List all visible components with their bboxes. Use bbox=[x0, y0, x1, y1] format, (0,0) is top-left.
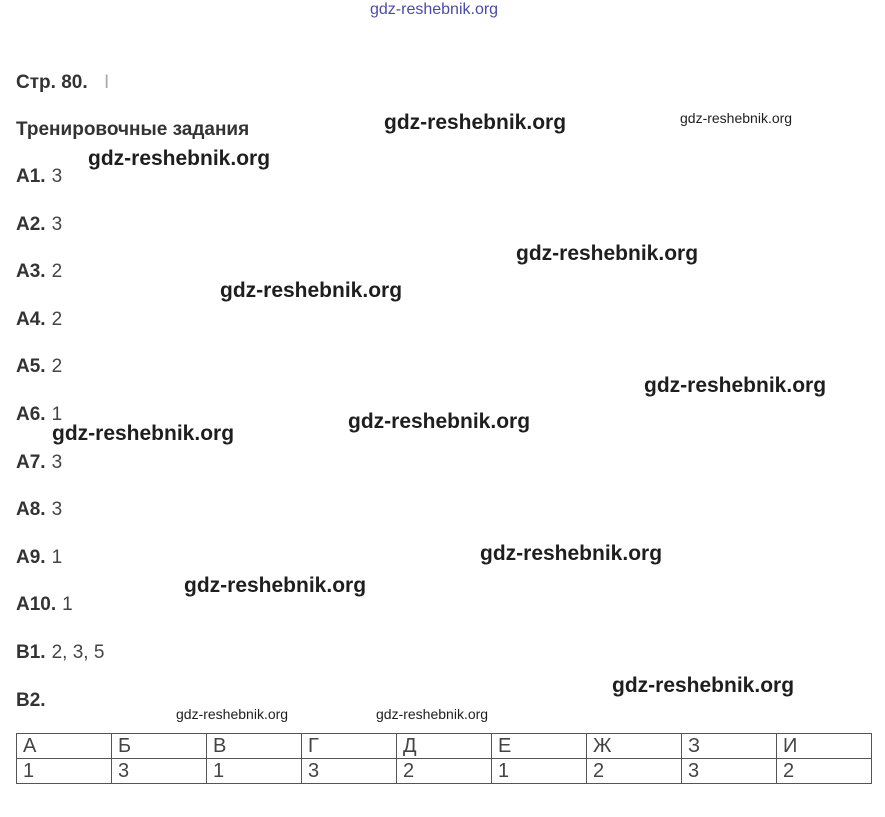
watermark: gdz-reshebnik.org bbox=[644, 374, 827, 397]
section-title: Тренировочные задания bbox=[16, 119, 250, 140]
watermark: gdz-reshebnik.org bbox=[184, 574, 367, 597]
answer-value: 3 bbox=[51, 213, 63, 235]
answer-label: А1. bbox=[16, 166, 46, 187]
answer-label: А3. bbox=[16, 261, 46, 283]
answer-label: А10. bbox=[16, 594, 57, 616]
watermark: gdz-reshebnik.org bbox=[52, 422, 235, 445]
table-cell: З bbox=[681, 733, 777, 759]
table-cell: Д bbox=[396, 733, 492, 759]
watermark: gdz-reshebnik.org bbox=[176, 706, 289, 722]
table-cell: 1 bbox=[491, 758, 587, 784]
answer-value: 3 bbox=[51, 166, 63, 187]
answer-label: А9. bbox=[16, 546, 46, 568]
table-cell: 2 bbox=[396, 758, 492, 784]
table-cell: И bbox=[776, 733, 872, 759]
table-cell: 2 bbox=[776, 758, 872, 784]
answer-label: А2. bbox=[16, 213, 46, 235]
answer-label: А6. bbox=[16, 404, 46, 425]
answer-value: 2 bbox=[51, 356, 63, 378]
table-cell: В bbox=[206, 733, 302, 759]
page-number: Стр. 80. bbox=[16, 72, 88, 93]
answer-value: 2, 3, 5 bbox=[51, 642, 105, 663]
answer-value: 1 bbox=[62, 594, 73, 616]
table-cell: 3 bbox=[301, 758, 397, 784]
table-cell: Е bbox=[491, 733, 587, 759]
marker: I bbox=[104, 72, 110, 93]
watermark: gdz-reshebnik.org bbox=[612, 674, 795, 697]
answer-value: 2 bbox=[51, 308, 63, 330]
table-cell: 2 bbox=[586, 758, 682, 784]
table-cell: Б bbox=[111, 733, 207, 759]
answer-label: В1. bbox=[16, 642, 46, 663]
table-cell: Г bbox=[301, 733, 397, 759]
watermark: gdz-reshebnik.org bbox=[384, 111, 567, 134]
answer-label: А8. bbox=[16, 499, 46, 521]
answer-value: 1 bbox=[51, 404, 63, 425]
answer-value: 2 bbox=[51, 261, 63, 283]
answer-label: А5. bbox=[16, 356, 46, 378]
watermark: gdz-reshebnik.org bbox=[680, 110, 793, 126]
table-cell: А bbox=[16, 733, 112, 759]
answer-label: А4. bbox=[16, 308, 46, 330]
table-cell: 3 bbox=[681, 758, 777, 784]
watermark: gdz-reshebnik.org bbox=[376, 706, 489, 722]
watermark: gdz-reshebnik.org bbox=[88, 147, 271, 170]
watermark: gdz-reshebnik.org bbox=[370, 1, 499, 18]
answer-value: 3 bbox=[51, 499, 63, 521]
watermark: gdz-reshebnik.org bbox=[480, 542, 663, 565]
answer-label: В2. bbox=[16, 689, 46, 711]
answer-value: 3 bbox=[51, 451, 63, 473]
table-cell: Ж bbox=[586, 733, 682, 759]
watermark: gdz-reshebnik.org bbox=[516, 242, 699, 265]
watermark: gdz-reshebnik.org bbox=[348, 410, 531, 433]
table-cell: 1 bbox=[206, 758, 302, 784]
table-cell: 3 bbox=[111, 758, 207, 784]
table-cell: 1 bbox=[16, 758, 112, 784]
watermark: gdz-reshebnik.org bbox=[220, 279, 403, 302]
answer-value: 1 bbox=[51, 546, 63, 568]
answer-label: А7. bbox=[16, 451, 46, 473]
